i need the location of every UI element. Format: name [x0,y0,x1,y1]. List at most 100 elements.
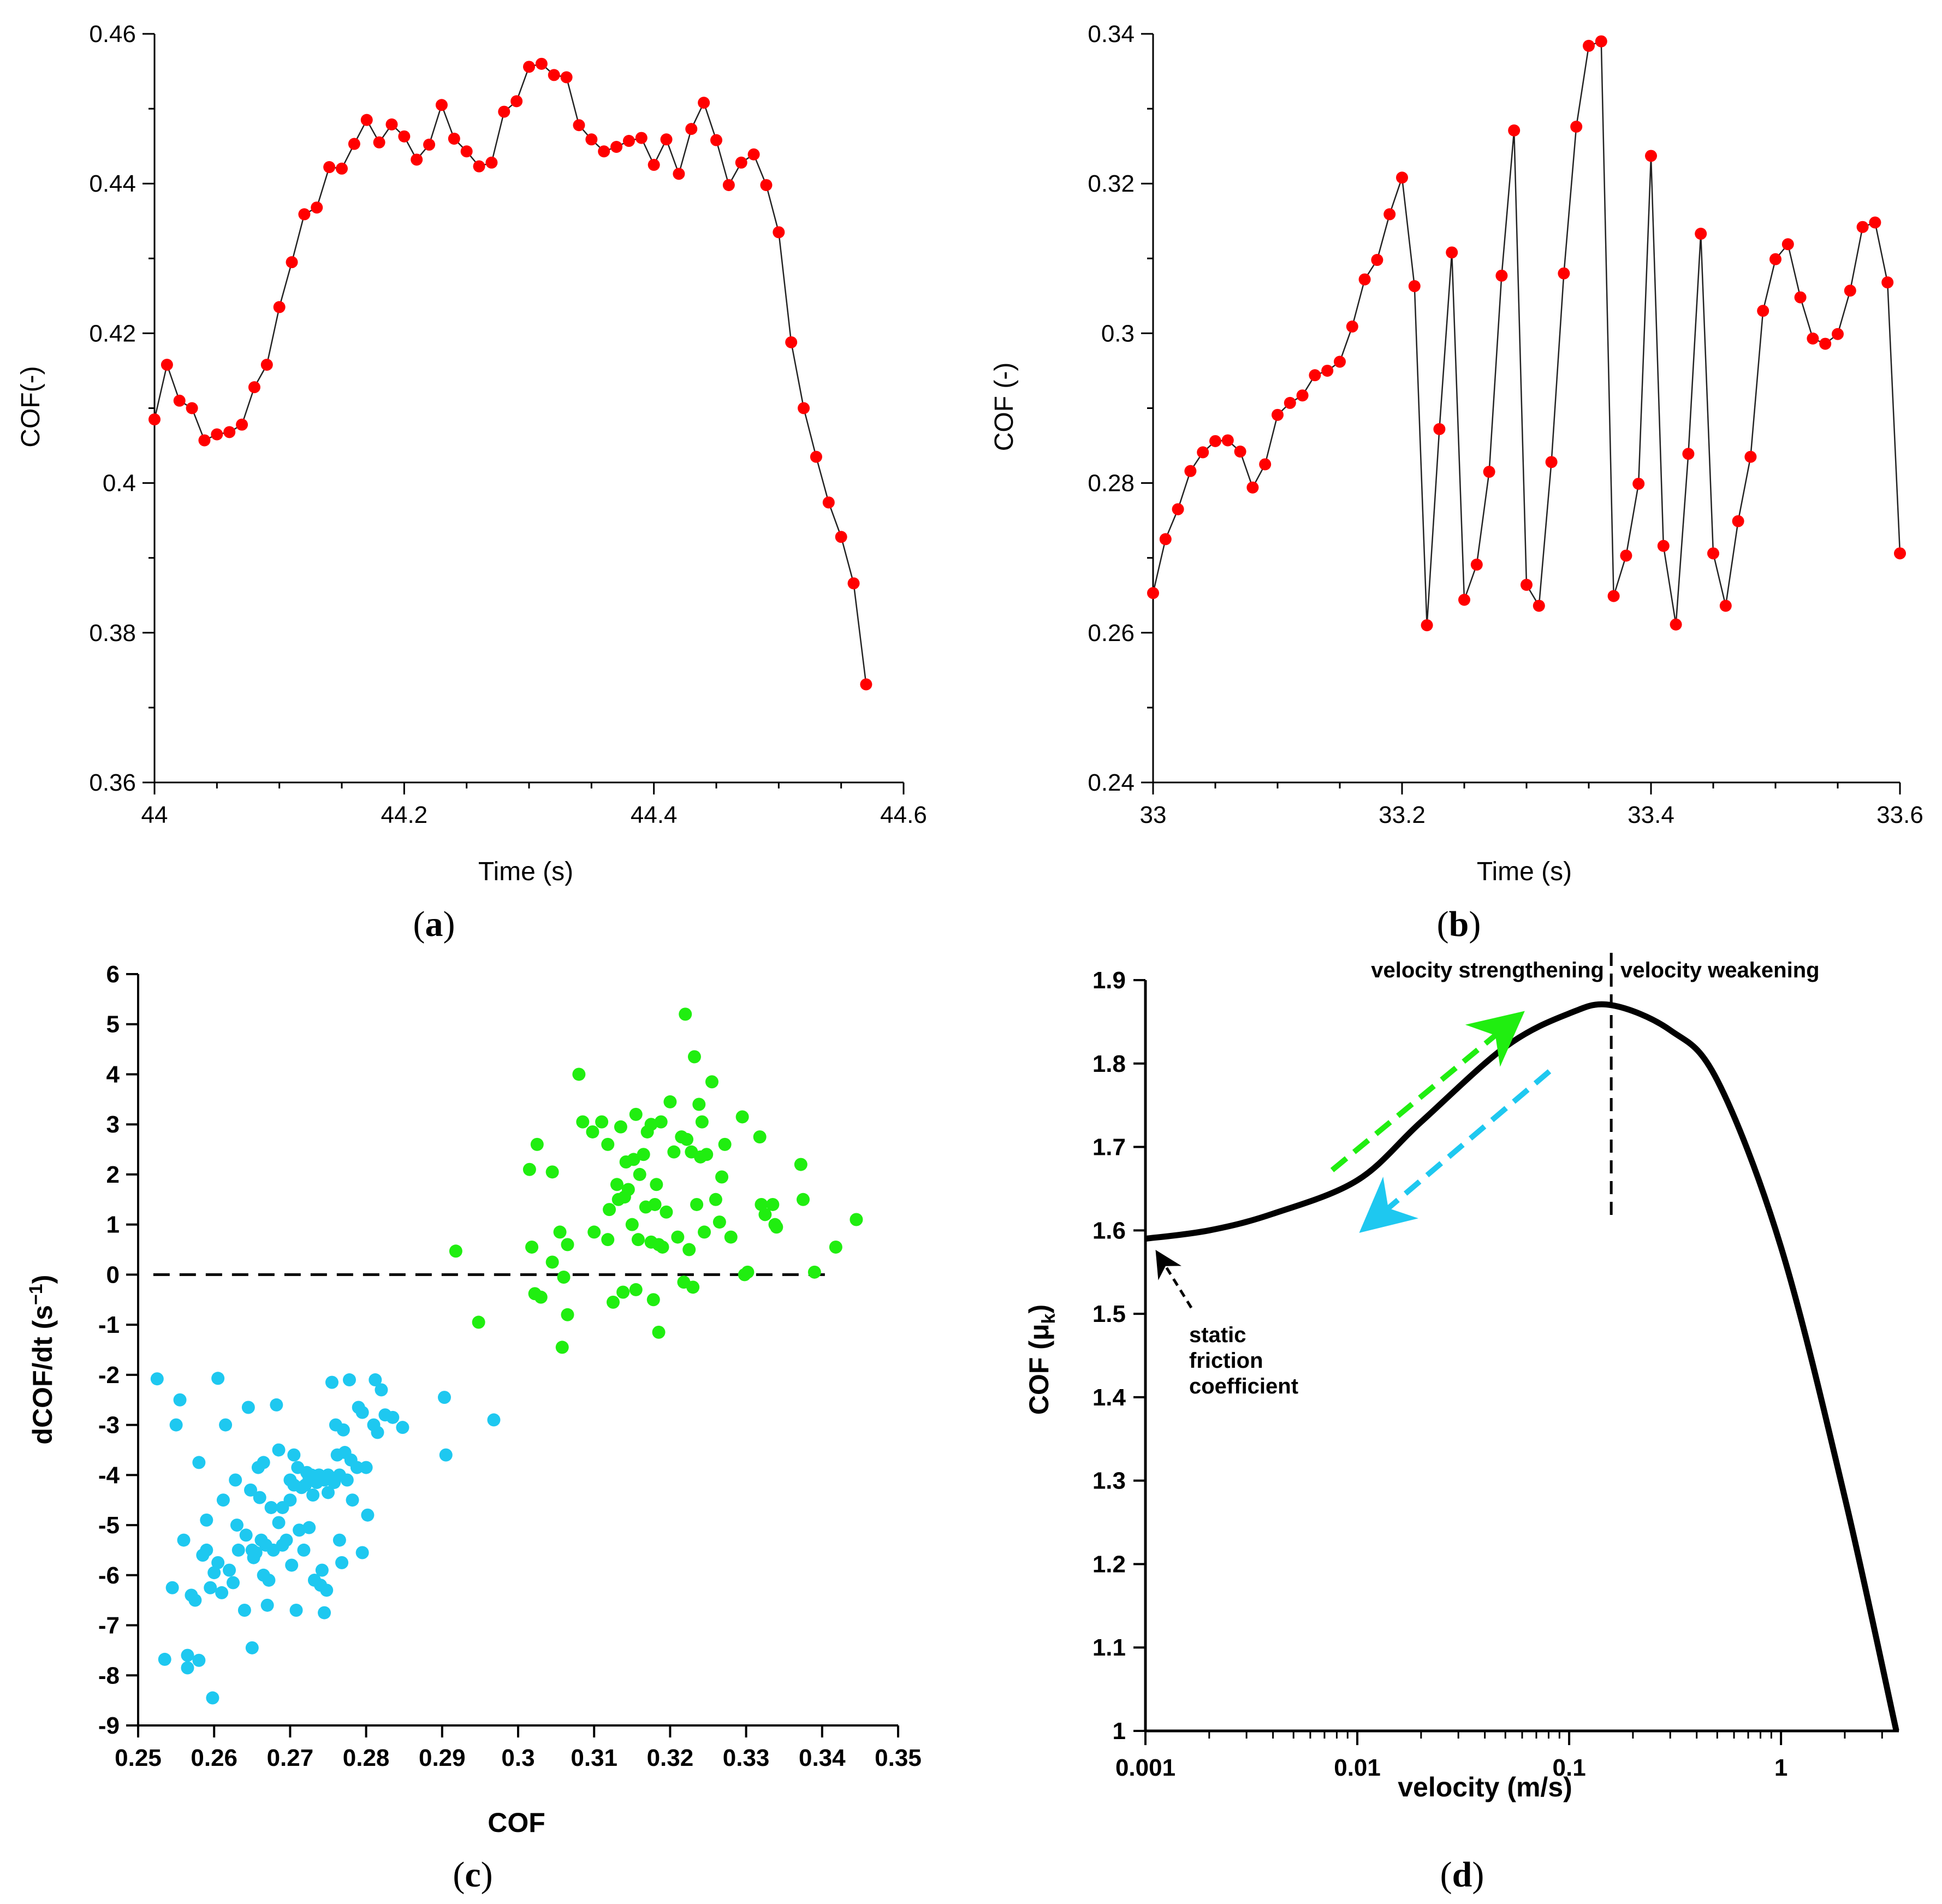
panel-c-point-decreasing [231,1543,245,1557]
panel-d-xlabel: velocity (m/s) [1398,1772,1572,1802]
panel-c-point-increasing [545,1165,559,1179]
panel-c-point-increasing [663,1095,677,1108]
panel-c-point-decreasing [297,1543,311,1557]
panel-c-point-decreasing [285,1558,299,1572]
panel-c-y-tick-label: 2 [106,1161,120,1188]
panel-b-data-point [1558,267,1570,280]
panel-b-data-point [1284,396,1296,409]
panel-c-point-decreasing [322,1486,335,1499]
panel-c-point-increasing [648,1197,662,1211]
panel-c-point-decreasing [253,1491,266,1504]
panel-d-strengthening-label: velocity strengthening [1371,958,1604,982]
panel-c-x-tick-label: 0.25 [115,1745,162,1771]
panel-c-y-tick-label: -5 [98,1512,120,1539]
panel-d-x-tick-label: 0.001 [1115,1754,1175,1781]
panel-a-data-point [710,134,722,146]
panel-b-data-point [1645,150,1657,162]
panel-d-y-tick-label: 1.2 [1092,1551,1126,1577]
panel-d-y-tick-label: 1.8 [1092,1051,1126,1077]
panel-c-point-increasing [545,1255,559,1269]
panel-c-point-decreasing [340,1473,354,1487]
panel-c-chart: -9 -8 -7 -6 -5 -4 -3 -2 -1 0 1 2 3 4 5 6 0.25 0.26 0.27 0.2… [26,961,922,1895]
panel-c-point-increasing [682,1243,696,1256]
panel-d-ylabel: COF (μk) [1024,1304,1059,1415]
panel-c-point-decreasing [229,1473,242,1487]
panel-d-annotation-line2: friction [1189,1349,1263,1373]
panel-c-point-increasing [667,1145,681,1159]
panel-c-point-increasing [607,1295,620,1309]
panel-a-data-point [698,97,710,109]
panel-d-chart: 1 1.1 1.2 1.3 1.4 1.5 1.6 1.7 1.8 1.9 0.001 0.01 0.1… [1024,953,1899,1895]
panel-b-data-point [1184,465,1197,477]
panel-c-point-decreasing [188,1593,202,1607]
panel-a-data-point [198,434,211,447]
panel-d-y-tick-label: 1.7 [1092,1134,1126,1161]
panel-d-y-tick-label: 1.4 [1092,1384,1126,1411]
panel-a-data-point [149,413,161,426]
panel-d-y-tick-label: 1.3 [1092,1468,1126,1494]
panel-b-y-tick-label: 0.24 [1088,769,1135,796]
panel-b-data-point [1259,458,1272,471]
panel-c-point-decreasing [396,1421,409,1434]
panel-a-data-point [835,531,847,543]
panel-c-point-increasing [629,1283,643,1296]
panel-a-data-point [298,208,311,221]
panel-c-point-increasing [587,1225,601,1239]
panel-c-y-tick-label: 0 [106,1261,120,1288]
panel-d-x-tick-label: 1 [1774,1754,1787,1781]
panel-c-point-decreasing [192,1653,206,1667]
panel-a-data-point [423,138,436,151]
panel-a-data-point [523,61,535,73]
panel-c-y-tick-label: -9 [98,1712,120,1739]
panel-c-point-increasing [522,1162,536,1176]
panel-a-y-tick-label: 0.42 [89,320,136,347]
panel-c-y-tick-label: -1 [98,1312,120,1338]
panel-c-axes: -9 -8 -7 -6 -5 -4 -3 -2 -1 0 1 2 3 4 5 6 0.25 0.26 0.27 0.2… [98,961,922,1771]
panel-a-data-point [186,402,198,414]
panel-c-point-increasing [603,1203,616,1217]
panel-c-point-decreasing [207,1566,221,1580]
panel-c-point-increasing [610,1178,623,1191]
panel-b-data-point [1819,337,1832,350]
panel-a-data-point [323,161,336,174]
panel-c-point-decreasing [245,1641,259,1654]
panel-a-y-tick-label: 0.4 [103,470,136,497]
panel-c-y-tick-label: -8 [98,1662,120,1689]
panel-a-data-point [360,114,373,126]
panel-a-data-point [760,179,773,191]
panel-c-point-increasing [530,1137,544,1151]
panel-b-y-tick-label: 0.32 [1088,170,1135,197]
panel-c-point-decreasing [359,1461,373,1474]
panel-a-data-point [747,148,760,161]
panel-b-data-point [1894,547,1906,560]
panel-c-point-decreasing [315,1563,329,1577]
panel-b-series-line [1152,40,1901,626]
panel-a-series [149,57,872,691]
panel-c-point-increasing [686,1280,700,1294]
panel-c-y-tick-label: -3 [98,1412,120,1439]
panel-c-x-tick-label: 0.3 [501,1745,535,1771]
panel-c-point-decreasing [192,1456,206,1469]
panel-d-annotation-line3: coefficient [1189,1374,1298,1398]
panel-d-y-tick-label: 1 [1113,1718,1126,1745]
panel-a-data-point [460,145,473,158]
panel-b-data-point [1794,291,1807,304]
panel-c-xlabel: COF [488,1807,545,1838]
panel-c-point-decreasing [239,1528,253,1542]
panel-c-point-decreasing [264,1500,278,1514]
panel-a-data-point [236,418,248,431]
panel-b-data-point [1296,389,1309,402]
panel-d-green-arrow [1330,1011,1525,1172]
panel-b-data-point [1682,448,1695,460]
panel-c-x-tick-label: 0.35 [875,1745,922,1771]
panel-c-point-decreasing [320,1583,334,1597]
panel-b-x-tick-label: 33.4 [1628,802,1674,828]
panel-c-point-increasing [557,1270,571,1284]
panel-c-point-decreasing [302,1521,316,1534]
panel-a-data-point [273,301,286,313]
panel-c-point-decreasing [293,1523,306,1537]
panel-b-data-point [1197,446,1209,459]
panel-c-x-tick-label: 0.29 [419,1745,466,1771]
panel-c-point-increasing [595,1115,609,1129]
